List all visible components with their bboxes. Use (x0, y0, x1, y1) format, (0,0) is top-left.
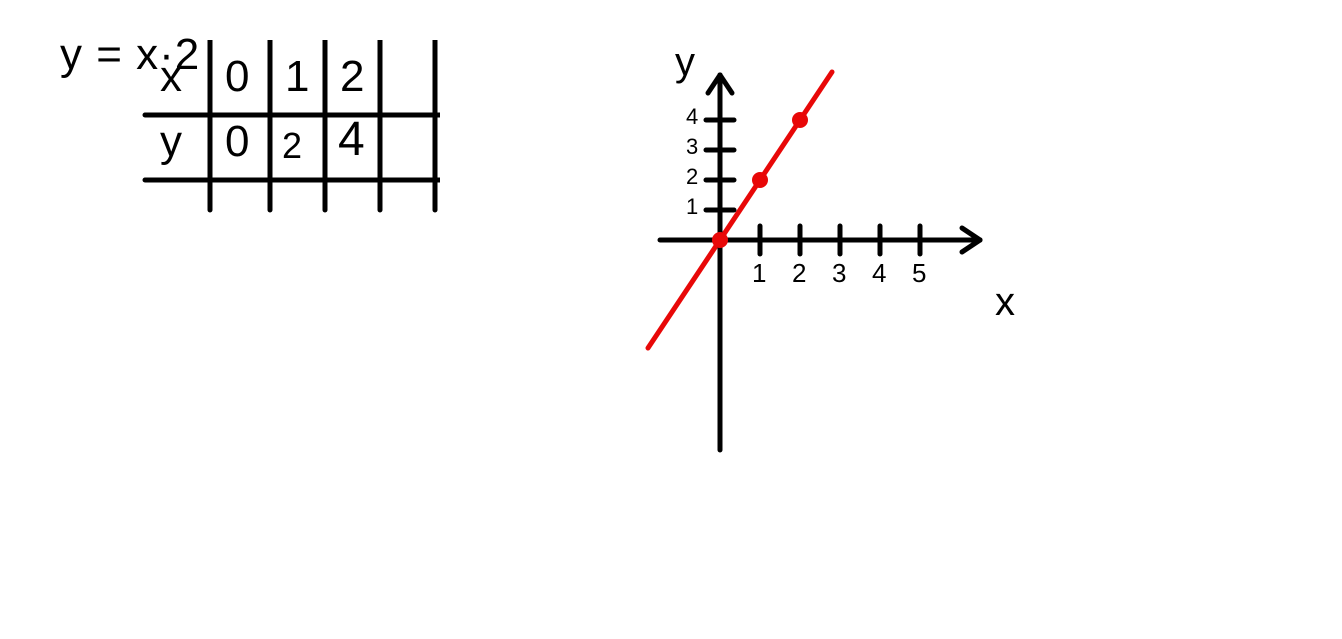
x-tick-3: 3 (832, 258, 846, 289)
cell-y2: 4 (338, 116, 365, 164)
x-tick-5: 5 (912, 258, 926, 289)
y-tick-2: 2 (686, 164, 698, 190)
y-tick-4: 4 (686, 104, 698, 130)
x-tick-1: 1 (752, 258, 766, 289)
y-axis-label: y (675, 40, 695, 85)
x-tick-4: 4 (872, 258, 886, 289)
cell-x0: 0 (225, 55, 249, 99)
y-tick-3: 3 (686, 134, 698, 160)
row-label-y: y (160, 120, 182, 164)
chart: 12345 1234 y x (500, 40, 1020, 490)
x-axis-label: x (995, 280, 1015, 325)
x-tick-2: 2 (792, 258, 806, 289)
y-tick-1: 1 (686, 194, 698, 220)
cell-x2: 2 (340, 55, 364, 99)
cell-y1: 2 (282, 128, 302, 164)
cell-y0: 0 (225, 120, 249, 164)
cell-x1: 1 (285, 55, 309, 99)
row-label-x: x (160, 55, 182, 99)
